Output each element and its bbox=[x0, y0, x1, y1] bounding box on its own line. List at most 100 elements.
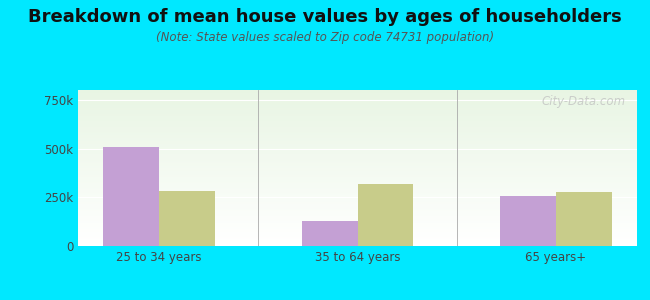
Bar bbox=[78, 123, 637, 124]
Bar bbox=[556, 192, 612, 246]
Bar bbox=[78, 114, 637, 115]
Bar bbox=[78, 148, 637, 149]
Bar bbox=[78, 118, 637, 119]
Bar bbox=[78, 178, 637, 179]
Bar bbox=[302, 221, 358, 246]
Bar bbox=[78, 124, 637, 125]
Bar bbox=[78, 109, 637, 110]
Bar bbox=[78, 95, 637, 96]
Bar bbox=[78, 186, 637, 187]
Bar bbox=[78, 204, 637, 206]
Bar bbox=[78, 99, 637, 101]
Bar bbox=[78, 137, 637, 138]
Bar bbox=[78, 160, 637, 161]
Bar bbox=[78, 200, 637, 201]
Bar bbox=[78, 98, 637, 99]
Bar bbox=[78, 245, 637, 246]
Bar bbox=[78, 168, 637, 169]
Bar bbox=[78, 113, 637, 114]
Bar bbox=[78, 128, 637, 130]
Bar bbox=[78, 196, 637, 197]
Bar bbox=[78, 105, 637, 106]
Bar bbox=[78, 153, 637, 154]
Bar bbox=[78, 226, 637, 227]
Bar bbox=[78, 165, 637, 166]
Text: City-Data.com: City-Data.com bbox=[541, 95, 626, 108]
Bar bbox=[78, 108, 637, 109]
Bar bbox=[78, 146, 637, 147]
Bar bbox=[78, 242, 637, 243]
Bar bbox=[78, 221, 637, 222]
Bar bbox=[78, 216, 637, 217]
Bar bbox=[78, 190, 637, 191]
Bar bbox=[78, 175, 637, 176]
Bar bbox=[78, 173, 637, 174]
Bar bbox=[78, 106, 637, 108]
Bar bbox=[78, 90, 637, 91]
Bar bbox=[78, 142, 637, 143]
Bar bbox=[78, 91, 637, 92]
Bar bbox=[78, 155, 637, 157]
Bar bbox=[78, 232, 637, 233]
Bar bbox=[78, 125, 637, 126]
Bar bbox=[78, 210, 637, 211]
Bar bbox=[78, 177, 637, 178]
Bar bbox=[78, 241, 637, 242]
Bar bbox=[78, 140, 637, 141]
Bar bbox=[78, 162, 637, 163]
Bar bbox=[78, 97, 637, 98]
Bar bbox=[78, 145, 637, 146]
Bar bbox=[78, 147, 637, 148]
Bar bbox=[78, 176, 637, 177]
Bar bbox=[78, 110, 637, 111]
Bar bbox=[78, 111, 637, 112]
Bar bbox=[78, 233, 637, 235]
Bar bbox=[78, 201, 637, 202]
Bar bbox=[78, 174, 637, 175]
Bar bbox=[78, 139, 637, 140]
Bar bbox=[78, 208, 637, 210]
Bar bbox=[78, 217, 637, 218]
Bar bbox=[78, 223, 637, 224]
Bar bbox=[78, 203, 637, 204]
Bar bbox=[78, 132, 637, 133]
Bar bbox=[78, 154, 637, 155]
Bar bbox=[500, 196, 556, 246]
Text: Breakdown of mean house values by ages of householders: Breakdown of mean house values by ages o… bbox=[28, 8, 622, 26]
Bar bbox=[78, 192, 637, 193]
Bar bbox=[78, 93, 637, 94]
Bar bbox=[78, 126, 637, 128]
Bar bbox=[78, 224, 637, 225]
Bar bbox=[78, 222, 637, 223]
Bar bbox=[78, 202, 637, 203]
Bar bbox=[78, 181, 637, 182]
Bar bbox=[103, 146, 159, 246]
Bar bbox=[78, 237, 637, 238]
Bar bbox=[78, 184, 637, 186]
Bar bbox=[78, 164, 637, 165]
Bar bbox=[78, 231, 637, 232]
Bar bbox=[78, 96, 637, 97]
Bar bbox=[78, 133, 637, 134]
Bar bbox=[78, 167, 637, 168]
Bar bbox=[78, 166, 637, 167]
Bar bbox=[78, 238, 637, 239]
Bar bbox=[78, 212, 637, 213]
Bar bbox=[78, 149, 637, 150]
Bar bbox=[78, 150, 637, 152]
Bar bbox=[78, 135, 637, 136]
Bar bbox=[78, 152, 637, 153]
Bar bbox=[78, 206, 637, 208]
Bar bbox=[78, 103, 637, 105]
Bar bbox=[78, 235, 637, 236]
Bar bbox=[78, 198, 637, 199]
Bar bbox=[358, 184, 413, 246]
Bar bbox=[78, 189, 637, 190]
Bar bbox=[78, 116, 637, 117]
Bar bbox=[78, 161, 637, 162]
Bar bbox=[78, 218, 637, 219]
Bar bbox=[78, 134, 637, 135]
Bar bbox=[78, 101, 637, 103]
Bar bbox=[78, 171, 637, 172]
Bar bbox=[78, 179, 637, 181]
